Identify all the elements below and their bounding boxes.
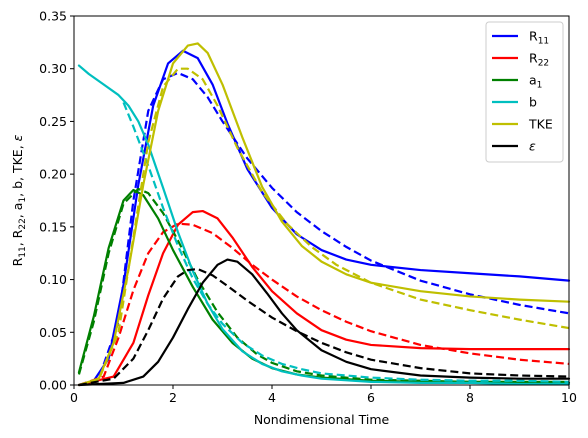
y-ticks: 0.00 0.05 0.10 0.15 0.20 0.25 0.30 0.35 [39, 9, 74, 393]
legend-label: ε [529, 139, 536, 154]
series-line-b-dashed [122, 102, 570, 383]
x-ticks: 0 2 4 6 8 10 [70, 385, 577, 405]
y-tick-label: 0.10 [39, 272, 67, 287]
x-tick-label: 8 [466, 390, 474, 405]
series-line-R22-solid [77, 209, 571, 387]
series-line-R11-solid [77, 49, 571, 387]
y-tick-label: 0.35 [39, 9, 67, 24]
x-axis-label: Nondimensional Time [254, 412, 390, 427]
legend: R11 R22 a1 b TKE ε [485, 21, 564, 163]
x-tick-label: 10 [561, 390, 577, 405]
y-tick-label: 0.30 [39, 61, 67, 76]
y-tick-label: 0.15 [39, 219, 67, 234]
series-line-TKE-solid [77, 42, 571, 387]
series-line-TKE-dashed [78, 67, 570, 387]
y-tick-label: 0.05 [39, 325, 67, 340]
legend-label: TKE [528, 117, 553, 132]
series-line-R22-dashed [78, 222, 570, 387]
series-layer [77, 42, 571, 387]
x-tick-label: 2 [169, 390, 177, 405]
x-tick-label: 6 [367, 390, 375, 405]
legend-label: R11 [529, 29, 549, 47]
legend-label: a1 [529, 73, 542, 91]
series-line-eps-dashed [78, 267, 570, 387]
y-tick-label: 0.20 [39, 167, 67, 182]
x-tick-label: 0 [70, 390, 78, 405]
series-line-R11-dashed [78, 71, 570, 387]
y-tick-label: 0.25 [39, 114, 67, 129]
series-line-eps-solid [77, 258, 571, 387]
legend-box [485, 21, 564, 163]
plot-frame [73, 15, 570, 386]
x-tick-label: 4 [268, 390, 276, 405]
y-tick-label: 0.00 [39, 378, 67, 393]
series-line-b-solid [77, 64, 571, 386]
y-axis-label: R11, R22, a1, b, TKE, ε [10, 134, 28, 266]
legend-label: R22 [529, 51, 549, 69]
series-line-a1-dashed [77, 187, 569, 383]
legend-label: b [529, 95, 537, 110]
